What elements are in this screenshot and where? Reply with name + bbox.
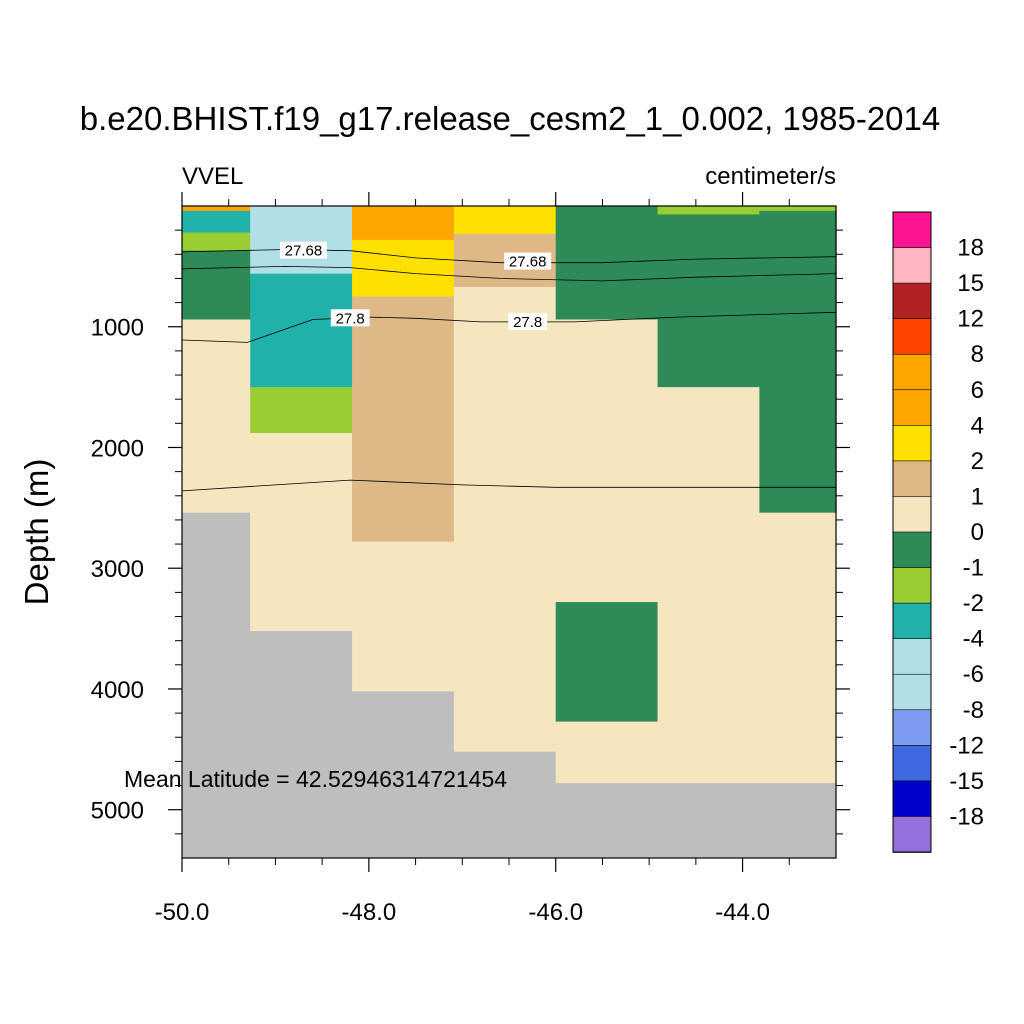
colorbar-label: -12 bbox=[949, 732, 984, 759]
colorbar-swatch bbox=[892, 745, 932, 782]
data-cell bbox=[657, 214, 760, 388]
contour-label: 27.8 bbox=[336, 310, 365, 327]
colorbar-swatch bbox=[892, 496, 932, 533]
data-cell bbox=[182, 210, 251, 234]
y-tick-label: 2000 bbox=[91, 435, 144, 462]
y-tick-label: 4000 bbox=[91, 677, 144, 704]
data-cell bbox=[453, 286, 557, 753]
colorbar-label: 12 bbox=[957, 306, 984, 333]
data-cell bbox=[555, 721, 659, 784]
colorbar-swatch bbox=[892, 709, 932, 747]
data-cell bbox=[657, 206, 760, 216]
colorbar-swatch bbox=[892, 638, 932, 676]
data-cell bbox=[250, 273, 353, 388]
contour-label: 27.8 bbox=[513, 314, 542, 331]
data-cell bbox=[759, 210, 837, 514]
y-tick-label: 5000 bbox=[91, 798, 144, 825]
colorbar-swatch bbox=[892, 816, 932, 853]
colorbar-label: -6 bbox=[963, 661, 984, 688]
colorbar-swatch bbox=[892, 531, 932, 569]
variable-label: VVEL bbox=[182, 163, 243, 190]
data-cell bbox=[250, 206, 353, 275]
colorbar-swatch bbox=[892, 389, 932, 427]
y-tick-label: 3000 bbox=[91, 556, 144, 583]
colorbar-label: -8 bbox=[963, 697, 984, 724]
colorbar-frame bbox=[892, 211, 932, 853]
colorbar-swatch bbox=[892, 425, 932, 462]
colorbar-swatch bbox=[892, 673, 932, 711]
data-cell bbox=[352, 239, 455, 298]
colorbar-label: 6 bbox=[971, 377, 984, 404]
bathymetry-mask bbox=[182, 512, 836, 858]
contour-line bbox=[181, 479, 836, 492]
data-cell bbox=[250, 432, 353, 632]
x-tick-label: -44.0 bbox=[715, 899, 770, 926]
data-cells bbox=[182, 206, 837, 858]
data-cell bbox=[182, 250, 251, 321]
plot-axes: -50.0 -48.0 -46.0 -44.0 1000 2000 3000 4000 5000 bbox=[91, 192, 850, 926]
data-cell bbox=[759, 512, 837, 784]
data-cell bbox=[555, 319, 659, 603]
contour-line bbox=[181, 265, 837, 282]
colorbar-swatch bbox=[892, 211, 932, 249]
data-cell bbox=[759, 206, 837, 212]
colorbar-label: -1 bbox=[963, 555, 984, 582]
colorbar-label: 0 bbox=[971, 519, 984, 546]
units-label: centimeter/s bbox=[705, 163, 836, 190]
contour-label-box bbox=[508, 312, 548, 330]
colorbar-label: 18 bbox=[957, 235, 984, 262]
colorbar-swatch bbox=[892, 567, 932, 604]
data-cell bbox=[555, 602, 659, 723]
colorbar-label: -4 bbox=[963, 626, 984, 653]
contour-label: 27.68 bbox=[509, 254, 547, 271]
colorbar-swatch bbox=[892, 318, 932, 356]
y-axis-label: Depth (m) bbox=[18, 459, 55, 606]
contour-label-box bbox=[504, 252, 552, 270]
data-cell bbox=[352, 296, 455, 543]
data-cell bbox=[657, 387, 760, 784]
colorbar-swatch bbox=[892, 353, 932, 391]
colorbar-label: 4 bbox=[971, 412, 984, 439]
data-cell bbox=[352, 541, 455, 692]
mean-latitude-annotation: Mean Latitude = 42.52946314721454 bbox=[124, 766, 507, 792]
colorbar-label: 2 bbox=[971, 448, 984, 475]
x-tick-label: -48.0 bbox=[342, 899, 397, 926]
density-contours: 27.68 27.68 27.8 27.8 bbox=[181, 241, 837, 492]
data-cell bbox=[453, 206, 557, 235]
contour-label-box bbox=[279, 241, 327, 259]
colorbar-swatch bbox=[892, 247, 932, 284]
contour-label-box bbox=[330, 309, 370, 327]
colorbar: 18 15 12 8 6 4 2 1 0 -1 -2 -4 -6 -8 -12 -15 -18 bbox=[892, 211, 984, 853]
colorbar-label: -2 bbox=[963, 590, 984, 617]
colorbar-label: 15 bbox=[957, 270, 984, 297]
data-cell bbox=[250, 387, 353, 434]
data-cell bbox=[352, 206, 455, 241]
colorbar-label: 8 bbox=[971, 341, 984, 368]
colorbar-label: 1 bbox=[971, 483, 984, 510]
chart-title: b.e20.BHIST.f19_g17.release_cesm2_1_0.00… bbox=[80, 100, 940, 137]
data-cell bbox=[182, 232, 251, 252]
x-tick-label: -46.0 bbox=[528, 899, 583, 926]
colorbar-label: -18 bbox=[949, 803, 984, 830]
colorbar-label: -15 bbox=[949, 768, 984, 795]
colorbar-swatch bbox=[892, 602, 932, 640]
x-tick-label: -50.0 bbox=[155, 899, 210, 926]
data-cell bbox=[182, 319, 251, 514]
colorbar-swatch bbox=[892, 282, 932, 320]
colorbar-swatch bbox=[892, 460, 932, 498]
colorbar-swatch bbox=[892, 780, 932, 818]
contour-label: 27.68 bbox=[285, 243, 323, 260]
y-tick-label: 1000 bbox=[91, 315, 144, 342]
contour-line bbox=[181, 311, 837, 343]
